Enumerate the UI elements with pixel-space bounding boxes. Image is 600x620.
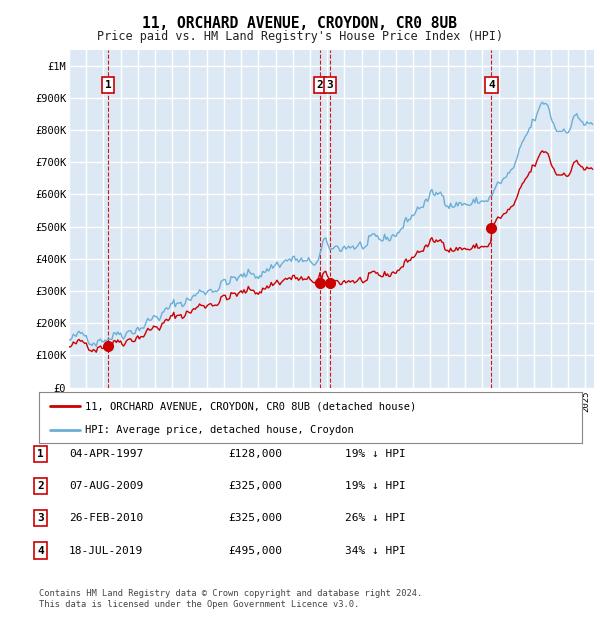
Text: £325,000: £325,000 [228, 513, 282, 523]
Text: £495,000: £495,000 [228, 546, 282, 556]
Text: 4: 4 [37, 546, 44, 556]
Text: 18-JUL-2019: 18-JUL-2019 [69, 546, 143, 556]
Text: 3: 3 [37, 513, 44, 523]
Text: 4: 4 [488, 80, 495, 90]
Text: £325,000: £325,000 [228, 481, 282, 491]
Text: 19% ↓ HPI: 19% ↓ HPI [345, 481, 406, 491]
Text: 34% ↓ HPI: 34% ↓ HPI [345, 546, 406, 556]
Text: 1: 1 [104, 80, 111, 90]
Text: 04-APR-1997: 04-APR-1997 [69, 449, 143, 459]
Text: HPI: Average price, detached house, Croydon: HPI: Average price, detached house, Croy… [85, 425, 354, 435]
Text: 26% ↓ HPI: 26% ↓ HPI [345, 513, 406, 523]
Text: 11, ORCHARD AVENUE, CROYDON, CR0 8UB (detached house): 11, ORCHARD AVENUE, CROYDON, CR0 8UB (de… [85, 401, 416, 411]
Text: 1: 1 [37, 449, 44, 459]
Text: 11, ORCHARD AVENUE, CROYDON, CR0 8UB: 11, ORCHARD AVENUE, CROYDON, CR0 8UB [143, 16, 458, 30]
Text: 2: 2 [317, 80, 323, 90]
Text: Price paid vs. HM Land Registry's House Price Index (HPI): Price paid vs. HM Land Registry's House … [97, 30, 503, 43]
Text: 2: 2 [37, 481, 44, 491]
Text: £128,000: £128,000 [228, 449, 282, 459]
Text: 3: 3 [326, 80, 333, 90]
Text: Contains HM Land Registry data © Crown copyright and database right 2024.
This d: Contains HM Land Registry data © Crown c… [39, 590, 422, 609]
Text: 26-FEB-2010: 26-FEB-2010 [69, 513, 143, 523]
Text: 19% ↓ HPI: 19% ↓ HPI [345, 449, 406, 459]
Text: 07-AUG-2009: 07-AUG-2009 [69, 481, 143, 491]
